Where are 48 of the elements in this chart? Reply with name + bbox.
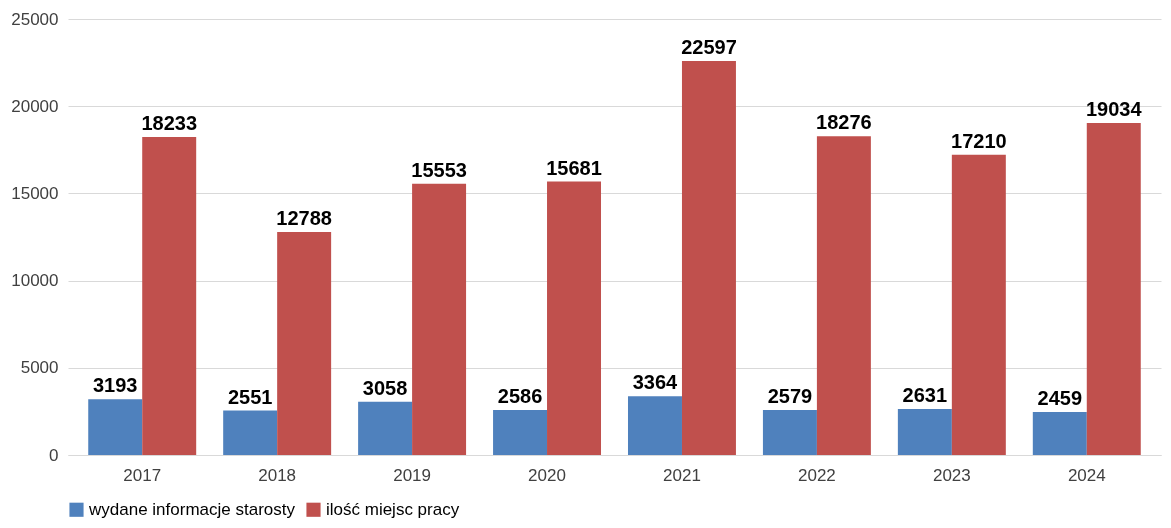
bar [142,137,197,455]
x-tick-label: 2023 [932,465,971,485]
data-label: 15553 [411,158,467,181]
bar [223,410,278,455]
x-tick-label: 2018 [258,465,297,485]
x-tick-label: 2021 [663,465,701,485]
y-tick-label: 20000 [11,96,59,116]
data-label: 18233 [141,112,198,135]
bar [762,410,817,455]
data-label: 3193 [92,374,138,397]
bar [412,183,467,455]
x-tick-label: 2019 [393,465,432,485]
x-tick-label: 2017 [123,465,162,485]
y-tick-label: 15000 [11,183,59,203]
bar [358,401,413,455]
legend-label: wydane informacje starosty [88,499,296,519]
data-label: 2631 [902,384,948,407]
data-label: 3058 [362,376,408,399]
bar [627,396,682,455]
data-label: 15681 [546,156,602,179]
bar [493,409,548,455]
data-label: 18276 [816,111,872,134]
data-label: 2586 [497,384,543,407]
x-tick-label: 2022 [797,465,836,485]
x-tick-label: 2024 [1067,465,1106,485]
y-tick-label: 25000 [11,9,59,29]
data-label: 12788 [276,206,332,229]
x-tick-label: 2020 [528,465,566,485]
data-label: 17210 [951,129,1007,152]
y-tick-label: 0 [49,445,59,465]
bar [547,181,602,455]
y-tick-label: 5000 [20,358,59,378]
data-label: 19034 [1085,98,1143,121]
bar [897,409,952,455]
bar [681,60,736,455]
bar [1086,123,1141,455]
data-label: 2459 [1037,387,1083,410]
data-label: 2579 [767,385,813,408]
y-tick-label: 10000 [11,271,59,291]
bar [951,154,1006,455]
data-label: 3364 [632,371,679,394]
data-label: 22597 [681,35,737,58]
bar [816,136,871,455]
legend-label: ilość miejsc pracy [326,499,460,519]
bar [88,399,143,455]
bar [1032,412,1087,455]
bar [277,231,332,455]
data-label: 2551 [227,385,273,408]
